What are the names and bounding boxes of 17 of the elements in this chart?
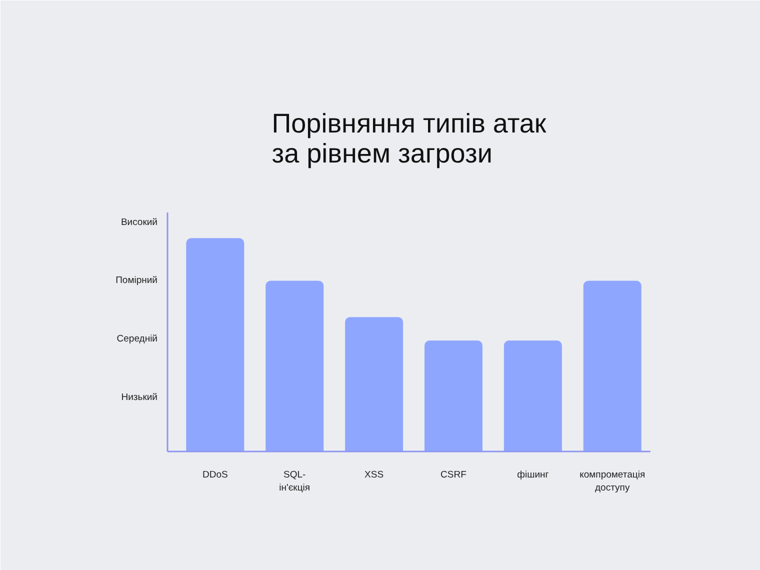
bar [345, 317, 404, 452]
text: Високий [120, 216, 158, 228]
text: Помірний [116, 275, 158, 286]
chart-title: Порівняння типів атак за рівнем загрози [272, 108, 546, 168]
bar [424, 340, 482, 452]
x-tick-label: SQL- ін'єкція [279, 470, 310, 494]
x-tick-label: фішинг [517, 470, 550, 480]
bar [186, 238, 244, 452]
x-tick-label: компрометація доступу [580, 470, 646, 494]
text: Середній [116, 333, 158, 344]
text: Низький [121, 392, 158, 403]
bar [583, 280, 642, 452]
x-tick-label: XSS [364, 470, 384, 480]
x-tick-label: DDoS [202, 470, 228, 480]
bar [504, 340, 562, 452]
x-tick-label: CSRF [440, 470, 467, 480]
bar [266, 280, 324, 452]
